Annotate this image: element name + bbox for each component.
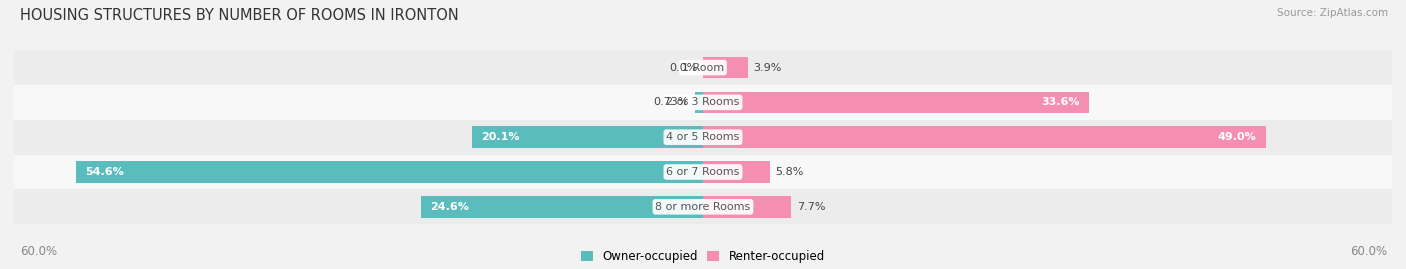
Legend: Owner-occupied, Renter-occupied: Owner-occupied, Renter-occupied	[581, 250, 825, 263]
Text: 4 or 5 Rooms: 4 or 5 Rooms	[666, 132, 740, 142]
Text: 33.6%: 33.6%	[1040, 97, 1080, 107]
Text: 6 or 7 Rooms: 6 or 7 Rooms	[666, 167, 740, 177]
Bar	[14, 50, 1392, 85]
Text: 5.8%: 5.8%	[775, 167, 804, 177]
Bar	[14, 189, 1392, 224]
Text: 3.9%: 3.9%	[754, 63, 782, 73]
Text: 24.6%: 24.6%	[430, 202, 468, 212]
Text: 8 or more Rooms: 8 or more Rooms	[655, 202, 751, 212]
Text: 54.6%: 54.6%	[86, 167, 124, 177]
Bar	[472, 126, 703, 148]
Bar	[14, 85, 1392, 120]
Text: 20.1%: 20.1%	[481, 132, 520, 142]
Bar	[703, 196, 792, 218]
Bar	[14, 155, 1392, 189]
Text: 0.0%: 0.0%	[669, 63, 697, 73]
Bar	[76, 161, 703, 183]
Bar	[703, 57, 748, 78]
Bar	[703, 91, 1088, 113]
Text: 1 Room: 1 Room	[682, 63, 724, 73]
Text: 7.7%: 7.7%	[797, 202, 825, 212]
Text: 0.73%: 0.73%	[654, 97, 689, 107]
Bar	[703, 161, 769, 183]
Bar	[695, 91, 703, 113]
Bar	[703, 126, 1265, 148]
Bar	[14, 120, 1392, 155]
Text: 2 or 3 Rooms: 2 or 3 Rooms	[666, 97, 740, 107]
Text: Source: ZipAtlas.com: Source: ZipAtlas.com	[1277, 8, 1388, 18]
Text: 60.0%: 60.0%	[1351, 245, 1388, 258]
Text: 60.0%: 60.0%	[20, 245, 56, 258]
Text: 49.0%: 49.0%	[1218, 132, 1257, 142]
Text: HOUSING STRUCTURES BY NUMBER OF ROOMS IN IRONTON: HOUSING STRUCTURES BY NUMBER OF ROOMS IN…	[20, 8, 458, 23]
Bar	[420, 196, 703, 218]
